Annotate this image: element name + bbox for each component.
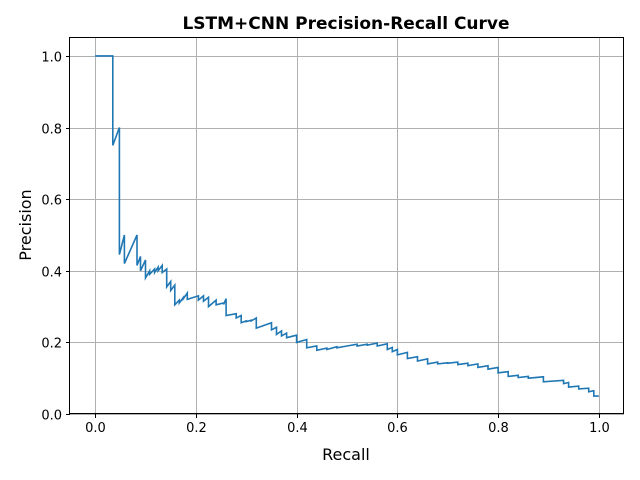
x-tick-label: 0.0 xyxy=(85,421,106,436)
series-layer xyxy=(95,55,599,397)
plot-frame xyxy=(69,37,624,414)
x-tick-label: 0.4 xyxy=(287,421,308,436)
y-tick-label: 0.8 xyxy=(41,123,62,138)
y-axis-title: Precision xyxy=(16,189,35,260)
grid xyxy=(70,38,624,415)
chart-title: LSTM+CNN Precision-Recall Curve xyxy=(182,14,509,34)
y-tick-label: 0.0 xyxy=(41,409,62,424)
x-tick-label: 0.8 xyxy=(488,421,509,436)
x-tick-label: 1.0 xyxy=(589,421,610,436)
x-tick-label: 0.6 xyxy=(387,421,408,436)
y-tick-label: 0.4 xyxy=(41,266,62,281)
pr-curve-line xyxy=(95,55,599,397)
y-tick-label: 0.2 xyxy=(41,337,62,352)
x-tick-label: 0.2 xyxy=(186,421,207,436)
y-ticks: 0.0 0.2 0.4 0.6 0.8 1.0 xyxy=(41,51,70,424)
x-axis-title: Recall xyxy=(322,445,370,464)
y-tick-label: 1.0 xyxy=(41,51,62,66)
y-tick-label: 0.6 xyxy=(41,194,62,209)
x-ticks: 0.0 0.2 0.4 0.6 0.8 1.0 xyxy=(85,414,610,436)
